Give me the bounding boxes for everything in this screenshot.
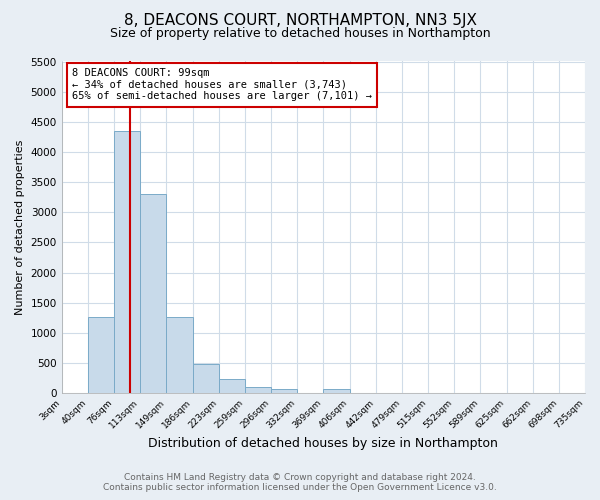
Bar (218, 379, 245, 393)
Text: 8, DEACONS COURT, NORTHAMPTON, NN3 5JX: 8, DEACONS COURT, NORTHAMPTON, NN3 5JX (124, 12, 476, 28)
Bar (245, 388, 271, 393)
Bar (166, 316, 193, 393)
Text: Contains HM Land Registry data © Crown copyright and database right 2024.
Contai: Contains HM Land Registry data © Crown c… (103, 473, 497, 492)
Bar (140, 194, 166, 393)
Bar (271, 389, 297, 393)
X-axis label: Distribution of detached houses by size in Northampton: Distribution of detached houses by size … (148, 437, 498, 450)
Bar (114, 131, 140, 393)
Y-axis label: Number of detached properties: Number of detached properties (15, 140, 25, 315)
Bar (88, 316, 114, 393)
Text: 8 DEACONS COURT: 99sqm
← 34% of detached houses are smaller (3,743)
65% of semi-: 8 DEACONS COURT: 99sqm ← 34% of detached… (72, 68, 372, 102)
Bar (323, 389, 350, 393)
Text: Size of property relative to detached houses in Northampton: Size of property relative to detached ho… (110, 28, 490, 40)
Bar (193, 364, 218, 393)
